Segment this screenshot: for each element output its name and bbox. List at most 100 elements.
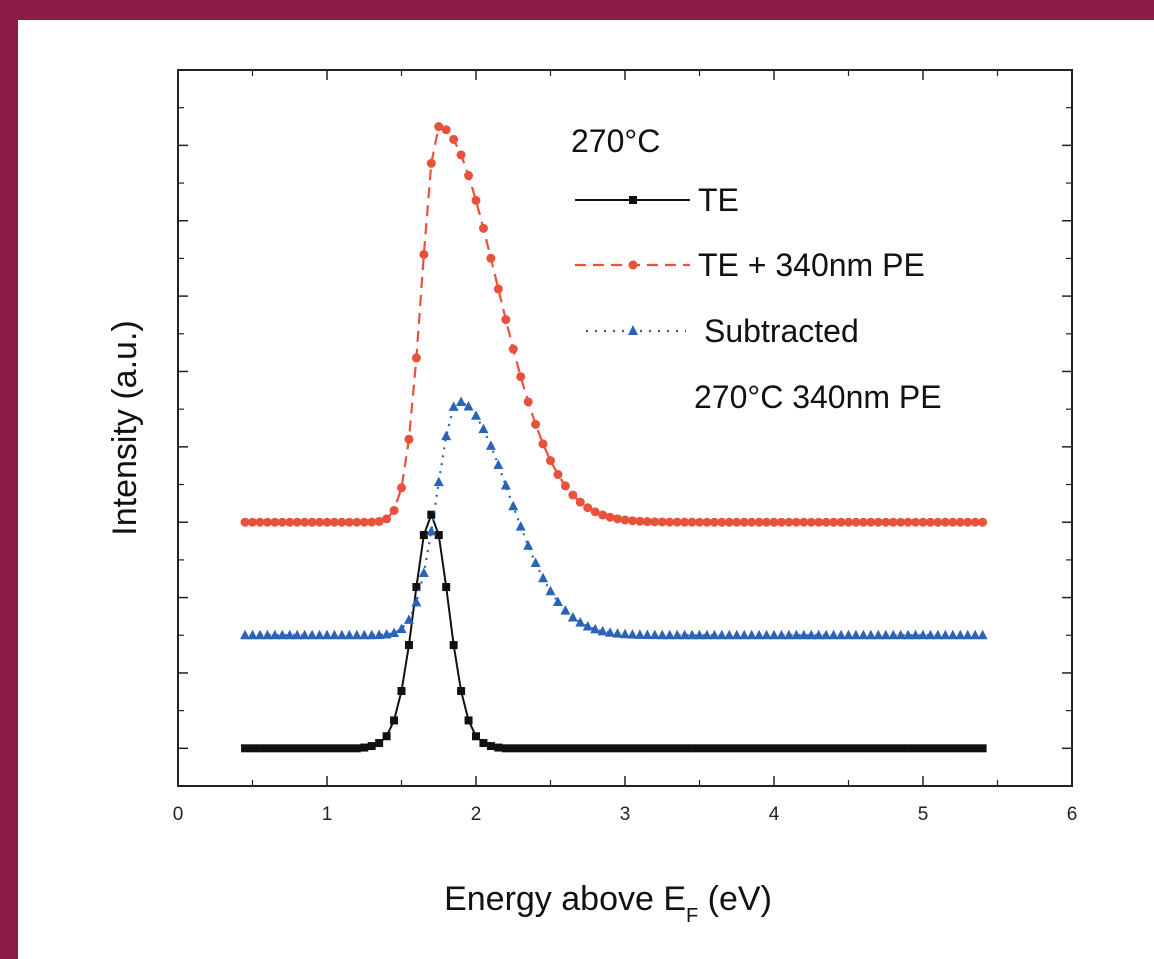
data-point-subtracted	[463, 401, 474, 411]
data-point-te	[680, 744, 689, 753]
data-point-subtracted	[471, 410, 481, 420]
data-point-subtracted	[508, 500, 519, 511]
data-point-te-pe	[881, 517, 891, 527]
data-point-subtracted	[918, 629, 928, 640]
data-point-te-pe	[419, 249, 429, 259]
data-point-te	[911, 744, 920, 753]
data-point-te	[546, 744, 555, 753]
data-point-subtracted	[925, 629, 936, 640]
data-point-subtracted	[493, 459, 504, 469]
data-point-subtracted	[605, 627, 616, 637]
data-point-te	[270, 744, 279, 753]
data-point-subtracted	[903, 629, 914, 640]
data-point-te	[807, 744, 816, 753]
data-point-te-pe	[471, 195, 481, 205]
data-point-subtracted	[299, 629, 310, 640]
x-axis-title: Energy above EF (eV)	[444, 880, 772, 927]
legend-marker-te	[629, 196, 637, 204]
data-point-te	[658, 744, 667, 753]
data-point-subtracted	[627, 629, 638, 639]
data-point-subtracted	[828, 629, 839, 640]
data-point-te	[300, 744, 309, 753]
data-point-te-pe	[560, 481, 570, 491]
data-point-te-pe	[434, 122, 444, 132]
data-point-subtracted	[888, 629, 899, 640]
data-point-subtracted	[977, 629, 988, 640]
data-point-subtracted	[672, 629, 683, 640]
data-point-te	[859, 744, 868, 753]
series-te	[241, 510, 987, 753]
data-point-te-pe	[598, 510, 608, 520]
data-point-subtracted	[783, 629, 794, 640]
data-point-subtracted	[724, 629, 735, 640]
data-point-te-pe	[724, 517, 734, 527]
data-point-subtracted	[254, 629, 265, 640]
data-point-subtracted	[865, 629, 876, 640]
data-point-te	[941, 744, 950, 753]
data-point-te	[591, 744, 600, 753]
data-point-te-pe	[896, 517, 906, 527]
legend: 270°C TE TE + 340nm PE Subtracted 270°C …	[571, 123, 942, 415]
data-point-subtracted	[947, 629, 958, 640]
data-point-te-pe	[285, 517, 295, 527]
data-point-subtracted	[575, 617, 586, 627]
data-point-te	[345, 744, 354, 753]
data-point-subtracted	[754, 629, 765, 640]
data-point-te	[829, 744, 838, 753]
data-point-te-pe	[635, 516, 645, 526]
data-point-te	[628, 744, 637, 753]
data-point-te-pe	[717, 517, 727, 527]
data-point-subtracted	[836, 629, 847, 640]
data-point-te-pe	[344, 517, 354, 527]
data-point-te	[449, 641, 458, 650]
data-point-te	[673, 744, 682, 753]
data-point-subtracted	[478, 423, 489, 434]
data-point-subtracted	[366, 629, 377, 640]
x-tick-label: 5	[918, 804, 929, 825]
data-point-subtracted	[880, 629, 891, 640]
data-point-subtracted	[590, 623, 601, 634]
data-point-te-pe	[680, 517, 690, 527]
data-point-subtracted	[485, 440, 496, 450]
data-point-subtracted	[955, 629, 966, 640]
x-tick-label: 3	[620, 804, 631, 825]
data-point-te	[509, 744, 518, 753]
data-point-subtracted	[649, 629, 660, 640]
legend-label-te: TE	[698, 182, 739, 218]
data-point-te	[710, 744, 719, 753]
data-point-subtracted	[441, 430, 452, 441]
data-point-te-pe	[359, 517, 369, 527]
data-point-te	[963, 744, 972, 753]
axis-ticks: 0 1 2 3 4 5 6	[173, 69, 1077, 825]
data-point-te-pe	[933, 517, 943, 527]
data-point-te	[561, 744, 570, 753]
data-point-te	[464, 716, 473, 725]
data-point-subtracted	[262, 629, 273, 640]
data-point-te-pe	[575, 497, 585, 507]
data-point-te	[457, 687, 466, 696]
data-point-subtracted	[701, 629, 712, 640]
plot-area	[177, 69, 1073, 787]
data-point-te-pe	[687, 517, 697, 527]
data-point-te-pe	[918, 517, 928, 527]
data-point-te	[598, 744, 607, 753]
x-axis-title-unit: (eV)	[698, 880, 772, 918]
data-point-subtracted	[962, 629, 973, 640]
data-point-te	[755, 744, 764, 753]
data-point-subtracted	[843, 629, 854, 640]
data-point-subtracted	[850, 629, 861, 640]
data-point-te	[844, 744, 853, 753]
legend-marker-subtracted	[628, 325, 638, 335]
data-point-te-pe	[322, 517, 332, 527]
data-point-te	[434, 531, 443, 540]
data-point-te-pe	[784, 517, 794, 527]
data-point-te-pe	[590, 507, 600, 517]
data-point-subtracted	[761, 629, 772, 640]
intensity-chart: 0 1 2 3 4 5 6 Intensity (a.u.) Energy above EF…	[106, 69, 1077, 927]
data-point-te	[956, 744, 965, 753]
data-point-subtracted	[277, 629, 288, 640]
y-axis-title: Intensity (a.u.)	[106, 320, 144, 535]
data-point-te-pe	[374, 516, 384, 526]
data-point-te	[263, 744, 272, 753]
data-point-subtracted	[389, 627, 400, 637]
